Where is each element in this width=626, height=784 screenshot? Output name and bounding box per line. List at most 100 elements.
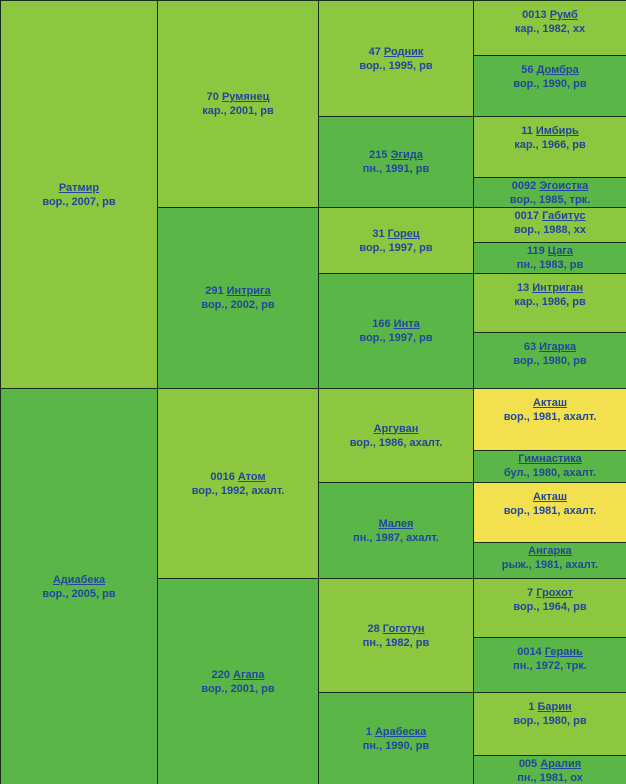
horse-details: пн., 1983, рв — [516, 259, 584, 271]
horse-details: рыж., 1981, ахалт. — [501, 559, 599, 571]
pedigree-cell: Малея пн., 1987, ахалт. — [319, 483, 474, 579]
horse-details: пн., 1972, трк. — [513, 660, 587, 672]
horse-name-line: Акташ — [533, 490, 567, 504]
horse-link[interactable]: Арабеска — [374, 725, 427, 738]
pedigree-cell: 1 Арабеска пн., 1990, рв — [319, 693, 474, 784]
horse-details: вор., 1964, рв — [513, 601, 587, 613]
horse-details: пн., 1982, рв — [362, 636, 430, 649]
horse-link[interactable]: Домбра — [536, 64, 579, 76]
horse-name-line: 28 Гоготун — [367, 622, 424, 636]
horse-name-line: 0016 Атом — [210, 470, 265, 484]
pedigree-cell: 119 Цага пн., 1983, рв — [474, 243, 626, 274]
horse-link[interactable]: Габитус — [542, 210, 586, 222]
horse-details: кар., 1986, рв — [514, 296, 586, 308]
pedigree-cell: Акташ вор., 1981, ахалт. — [474, 389, 626, 451]
horse-name-line: 0013 Румб — [522, 8, 578, 22]
pedigree-cell: 0017 Габитус вор., 1988, хх — [474, 208, 626, 243]
horse-details: вор., 1980, рв — [513, 355, 587, 367]
horse-link[interactable]: Интриган — [532, 282, 584, 294]
pedigree-cell: Адиабека вор., 2005, рв — [1, 389, 158, 784]
pedigree-cell: Аргуван вор., 1986, ахалт. — [319, 389, 474, 483]
horse-link[interactable]: Акташ — [532, 491, 568, 503]
horse-link[interactable]: Аргуван — [373, 422, 419, 435]
horse-link[interactable]: Инта — [393, 318, 420, 330]
horse-number: 47 — [368, 45, 384, 58]
horse-link[interactable]: Малея — [378, 517, 414, 530]
horse-link[interactable]: Румянец — [221, 91, 270, 103]
horse-number: 31 — [372, 227, 388, 240]
horse-link[interactable]: Акташ — [532, 397, 568, 409]
pedigree-cell: 220 Агапа вор., 2001, рв — [158, 579, 319, 784]
horse-details: вор., 1995, рв — [359, 59, 433, 72]
horse-name-line: 31 Горец — [372, 227, 419, 241]
horse-name-line: 1 Арабеска — [366, 725, 426, 739]
horse-link[interactable]: Имбирь — [535, 125, 579, 137]
horse-name-line: 56 Домбра — [521, 63, 578, 77]
horse-link[interactable]: Эгида — [390, 149, 423, 161]
pedigree-cell: 005 Аралия пн., 1981, ох — [474, 756, 626, 784]
horse-link[interactable]: Герань — [544, 646, 583, 658]
horse-name-line: 291 Интрига — [205, 284, 271, 298]
horse-number: 215 — [369, 149, 391, 161]
horse-link[interactable]: Гимнастика — [518, 453, 582, 465]
horse-name-line: 11 Имбирь — [521, 124, 579, 138]
horse-link[interactable]: Барин — [537, 701, 572, 713]
horse-link[interactable]: Родник — [383, 45, 424, 58]
horse-number: 0014 — [517, 646, 545, 658]
horse-number: 119 — [526, 245, 548, 257]
horse-details: вор., 1981, ахалт. — [503, 505, 597, 517]
horse-link[interactable]: Игарка — [539, 341, 577, 353]
horse-details: кар., 2001, рв — [202, 105, 274, 117]
horse-link[interactable]: Интрига — [226, 285, 271, 297]
horse-details: вор., 1997, рв — [359, 241, 433, 254]
horse-details: вор., 2001, рв — [201, 682, 275, 695]
horse-link[interactable]: Адиабека — [52, 573, 106, 586]
horse-link[interactable]: Атом — [237, 470, 266, 483]
horse-link[interactable]: Горец — [387, 227, 420, 240]
horse-link[interactable]: Грохот — [536, 587, 573, 599]
horse-number: 56 — [521, 64, 537, 76]
horse-details: вор., 2005, рв — [42, 587, 116, 600]
pedigree-cell: 28 Гоготун пн., 1982, рв — [319, 579, 474, 693]
horse-name-line: Ангарка — [528, 544, 572, 558]
horse-link[interactable]: Агапа — [233, 668, 265, 681]
horse-link[interactable]: Румб — [549, 9, 578, 21]
horse-details: вор., 1985, трк. — [509, 194, 591, 206]
pedigree-cell: 13 Интриган кар., 1986, рв — [474, 274, 626, 333]
pedigree-cell: 0014 Герань пн., 1972, трк. — [474, 638, 626, 693]
pedigree-cell: 0016 Атом вор., 1992, ахалт. — [158, 389, 319, 579]
pedigree-cell: 166 Инта вор., 1997, рв — [319, 274, 474, 389]
horse-number: 7 — [527, 587, 537, 599]
horse-details: вор., 1981, ахалт. — [503, 411, 597, 423]
pedigree-cell: 63 Игарка вор., 1980, рв — [474, 333, 626, 389]
horse-link[interactable]: Аралия — [540, 758, 582, 770]
pedigree-cell: 7 Грохот вор., 1964, рв — [474, 579, 626, 638]
horse-details: пн., 1991, рв — [362, 163, 430, 175]
pedigree-cell: 291 Интрига вор., 2002, рв — [158, 208, 319, 389]
pedigree-cell: 11 Имбирь кар., 1966, рв — [474, 117, 626, 178]
horse-link[interactable]: Ангарка — [528, 545, 572, 557]
horse-number: 291 — [205, 285, 227, 297]
horse-details: пн., 1990, рв — [362, 739, 430, 752]
horse-details: пн., 1987, ахалт. — [353, 531, 439, 544]
horse-link[interactable]: Цага — [547, 245, 574, 257]
horse-number: 1 — [365, 725, 375, 738]
horse-details: кар., 1966, рв — [514, 139, 586, 151]
pedigree-cell: 0013 Румб кар., 1982, хх — [474, 1, 626, 56]
horse-number: 13 — [516, 282, 533, 294]
horse-details: вор., 1986, ахалт. — [349, 436, 443, 449]
pedigree-cell: Гимнастика бул., 1980, ахалт. — [474, 451, 626, 483]
horse-link[interactable]: Ратмир — [58, 181, 100, 194]
pedigree-cell: 70 Румянец кар., 2001, рв — [158, 1, 319, 208]
horse-details: бул., 1980, ахалт. — [503, 467, 597, 479]
horse-name-line: Ратмир — [59, 181, 99, 195]
horse-name-line: 0014 Герань — [517, 645, 583, 659]
horse-name-line: 13 Интриган — [517, 281, 583, 295]
horse-link[interactable]: Гоготун — [382, 622, 425, 635]
horse-name-line: Малея — [379, 517, 414, 531]
horse-link[interactable]: Эгоистка — [539, 180, 589, 192]
pedigree-cell: 1 Барин вор., 1980, рв — [474, 693, 626, 756]
horse-details: вор., 1997, рв — [359, 332, 433, 344]
horse-details: кар., 1982, хх — [514, 23, 586, 35]
horse-name-line: 0017 Габитус — [515, 209, 586, 223]
